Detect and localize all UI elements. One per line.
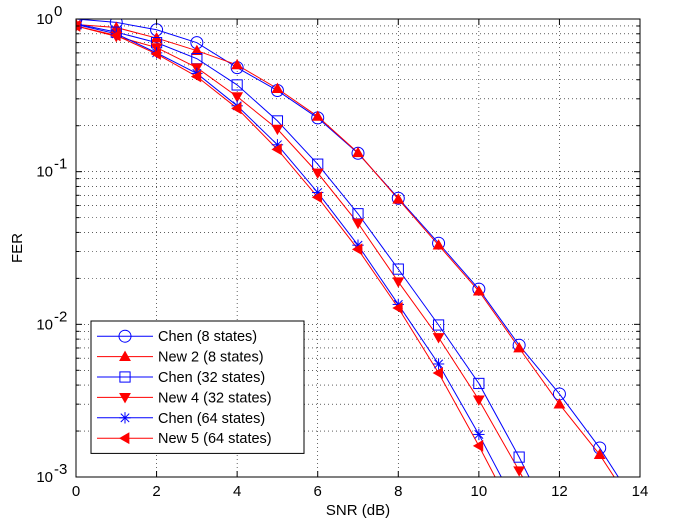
y-tick-exponent: 0 xyxy=(54,3,62,20)
legend-entry: Chen (64 states) xyxy=(97,411,265,427)
data-point xyxy=(432,367,443,379)
data-point xyxy=(513,451,525,463)
data-point xyxy=(231,58,244,70)
series-markers-5 xyxy=(76,19,485,441)
y-tick-exponent: -1 xyxy=(54,156,67,173)
legend-label: New 2 (8 states) xyxy=(158,350,264,366)
data-point xyxy=(473,428,485,441)
y-tick-label: 10 -1 xyxy=(36,156,67,181)
data-point xyxy=(271,124,284,136)
legend-entry: Chen (32 states) xyxy=(97,370,265,386)
series-line-6 xyxy=(76,25,496,477)
data-point xyxy=(432,319,445,331)
series-markers-6 xyxy=(76,20,484,452)
legend: Chen (8 states) New 2 (8 states) Chen (32 … xyxy=(90,320,305,454)
data-point xyxy=(118,432,130,445)
data-point xyxy=(593,448,606,460)
legend-entry: New 2 (8 states) xyxy=(97,350,264,366)
data-point xyxy=(311,110,324,121)
data-point xyxy=(119,393,131,404)
data-point xyxy=(391,191,405,205)
x-tick-label: 12 xyxy=(551,483,568,500)
data-point xyxy=(311,191,323,204)
data-point xyxy=(472,395,485,406)
x-tick-label: 4 xyxy=(233,483,241,500)
y-tick-base: 10 xyxy=(36,11,53,28)
data-point xyxy=(311,168,324,180)
series-line-3 xyxy=(76,23,530,477)
data-point xyxy=(392,302,403,314)
y-tick-label: 10 -3 xyxy=(36,461,67,486)
data-point xyxy=(231,92,244,103)
x-tick-label: 8 xyxy=(394,483,402,500)
axis-ticks xyxy=(75,18,641,478)
data-point xyxy=(392,277,405,288)
y-tick-base: 10 xyxy=(36,316,53,333)
y-axis-label: FER xyxy=(9,233,26,263)
y-tick-exponent: -2 xyxy=(54,308,67,325)
data-point xyxy=(513,341,526,353)
data-point xyxy=(352,146,364,158)
data-point xyxy=(231,79,243,91)
data-point xyxy=(553,398,566,409)
data-point xyxy=(271,143,282,156)
data-point xyxy=(432,358,445,370)
x-axis-label: SNR (dB) xyxy=(326,502,390,519)
x-tick-label: 6 xyxy=(314,483,322,500)
data-point xyxy=(513,466,526,477)
data-point xyxy=(352,218,364,230)
data-point xyxy=(190,44,203,56)
data-point xyxy=(473,377,485,390)
legend-label: Chen (64 states) xyxy=(158,411,265,427)
data-point xyxy=(472,439,484,452)
x-tick-label: 14 xyxy=(632,483,649,500)
y-tick-exponent: -3 xyxy=(54,461,67,478)
y-tick-base: 10 xyxy=(36,164,53,181)
legend-entry: New 4 (32 states) xyxy=(97,390,272,406)
y-tick-label: 10 -2 xyxy=(36,308,67,333)
x-tick-label: 2 xyxy=(152,483,160,500)
data-point xyxy=(119,371,131,383)
data-point xyxy=(472,285,485,296)
legend-label: New 5 (64 states) xyxy=(158,431,272,447)
y-tick-label: 10 0 xyxy=(36,3,62,28)
data-point xyxy=(432,239,445,250)
data-point xyxy=(119,350,131,361)
data-point xyxy=(271,82,284,93)
series-line-5 xyxy=(76,24,502,477)
data-point xyxy=(392,193,405,204)
legend-entry: Chen (8 states) xyxy=(97,329,257,345)
marker-layer xyxy=(76,19,607,477)
data-point xyxy=(110,29,121,42)
x-tick-labels: 0 2 4 6 8 10 12 14 xyxy=(72,483,649,500)
x-tick-label: 10 xyxy=(471,483,488,500)
data-point xyxy=(231,102,242,115)
data-point xyxy=(432,333,445,344)
data-point xyxy=(150,48,161,60)
data-point xyxy=(118,329,132,343)
data-point xyxy=(119,412,131,424)
legend-label: New 4 (32 states) xyxy=(158,390,272,406)
data-point xyxy=(190,70,202,83)
data-point xyxy=(392,263,404,275)
legend-label: Chen (32 states) xyxy=(158,370,265,386)
plot-frame xyxy=(75,18,641,478)
legend-label: Chen (8 states) xyxy=(158,329,257,345)
x-tick-label: 0 xyxy=(72,483,80,500)
data-point xyxy=(351,243,363,256)
legend-entry: New 5 (64 states) xyxy=(97,431,272,447)
legend-box xyxy=(90,320,305,454)
y-tick-base: 10 xyxy=(36,469,53,486)
